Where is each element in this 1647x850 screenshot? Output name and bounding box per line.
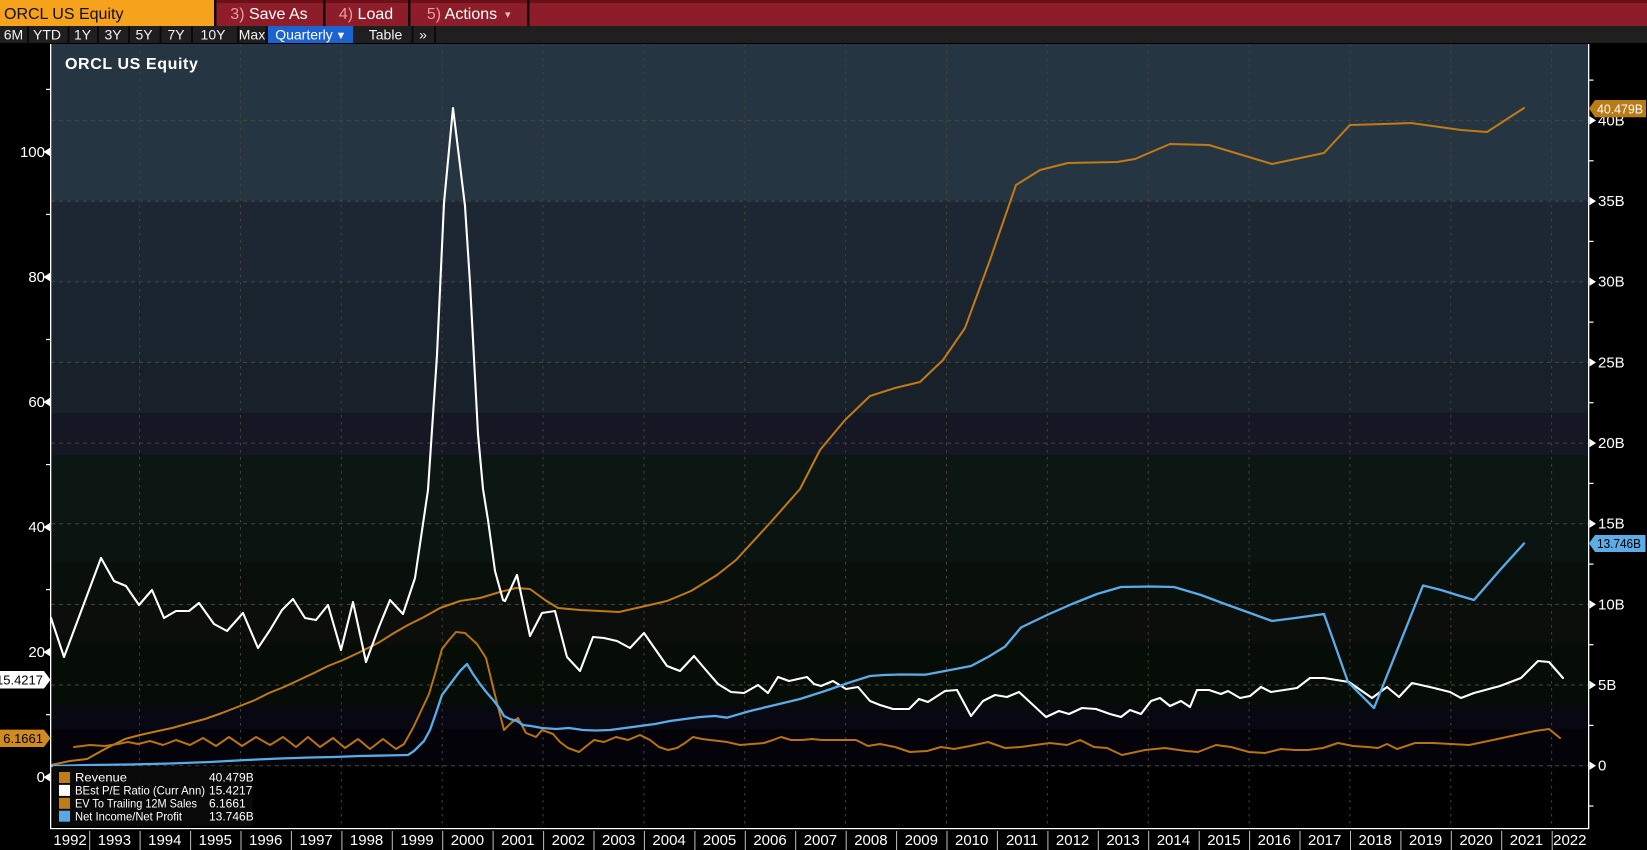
- svg-text:EV To Trailing 12M Sales: EV To Trailing 12M Sales: [75, 797, 197, 811]
- svg-text:1993: 1993: [98, 832, 131, 849]
- svg-text:2001: 2001: [501, 832, 534, 849]
- svg-text:BEst P/E Ratio (Curr Ann): BEst P/E Ratio (Curr Ann): [75, 784, 205, 798]
- svg-text:2012: 2012: [1056, 832, 1089, 849]
- svg-text:6.1661: 6.1661: [3, 731, 43, 746]
- svg-text:2022: 2022: [1553, 832, 1586, 849]
- svg-text:40: 40: [28, 519, 45, 536]
- svg-text:10B: 10B: [1598, 596, 1625, 613]
- svg-text:15.4217: 15.4217: [0, 673, 43, 688]
- svg-text:2021: 2021: [1510, 832, 1543, 849]
- svg-text:20: 20: [28, 644, 45, 661]
- svg-text:40.479B: 40.479B: [1597, 101, 1643, 116]
- svg-text:30B: 30B: [1598, 274, 1625, 291]
- svg-text:ORCL US Equity: ORCL US Equity: [4, 6, 123, 23]
- svg-text:Max: Max: [239, 27, 265, 43]
- svg-text:2007: 2007: [804, 832, 837, 849]
- svg-text:1Y: 1Y: [74, 27, 92, 43]
- svg-text:35B: 35B: [1598, 193, 1625, 210]
- svg-text:6M: 6M: [4, 27, 23, 43]
- svg-text:2014: 2014: [1157, 832, 1190, 849]
- svg-text:40.479B: 40.479B: [209, 771, 254, 785]
- svg-text:Net Income/Net Profit: Net Income/Net Profit: [75, 809, 183, 823]
- svg-text:13.746B: 13.746B: [1597, 536, 1641, 551]
- svg-text:5B: 5B: [1598, 677, 1616, 694]
- svg-text:60: 60: [28, 394, 45, 411]
- svg-text:1998: 1998: [350, 832, 383, 849]
- svg-text:2016: 2016: [1258, 832, 1291, 849]
- svg-text:»: »: [419, 27, 427, 43]
- svg-text:2004: 2004: [652, 832, 685, 849]
- svg-text:10Y: 10Y: [201, 27, 227, 43]
- svg-text:Quarterly: Quarterly: [275, 27, 333, 43]
- svg-text:1995: 1995: [199, 832, 232, 849]
- svg-text:15B: 15B: [1598, 516, 1625, 533]
- svg-text:7Y: 7Y: [167, 27, 185, 43]
- svg-text:1994: 1994: [148, 832, 181, 849]
- svg-text:20B: 20B: [1598, 435, 1625, 452]
- svg-text:80: 80: [28, 269, 45, 286]
- svg-text:2017: 2017: [1308, 832, 1341, 849]
- svg-text:2006: 2006: [753, 832, 786, 849]
- svg-text:2020: 2020: [1459, 832, 1492, 849]
- svg-text:6.1661: 6.1661: [209, 797, 246, 811]
- svg-text:3) Save As: 3) Save As: [230, 6, 307, 23]
- svg-text:2013: 2013: [1106, 832, 1139, 849]
- svg-text:Revenue: Revenue: [75, 771, 127, 785]
- svg-text:ORCL US Equity: ORCL US Equity: [65, 56, 198, 73]
- svg-text:2019: 2019: [1409, 832, 1442, 849]
- svg-text:2015: 2015: [1207, 832, 1240, 849]
- svg-text:1996: 1996: [249, 832, 282, 849]
- svg-text:100: 100: [20, 144, 45, 161]
- svg-text:YTD: YTD: [33, 27, 61, 43]
- svg-text:2008: 2008: [854, 832, 887, 849]
- svg-text:3Y: 3Y: [104, 27, 122, 43]
- svg-text:2018: 2018: [1359, 832, 1392, 849]
- svg-text:2011: 2011: [1006, 832, 1038, 849]
- svg-text:5) Actions: 5) Actions: [427, 6, 497, 23]
- svg-text:2009: 2009: [905, 832, 938, 849]
- svg-text:5Y: 5Y: [135, 27, 153, 43]
- svg-text:▾: ▾: [505, 9, 511, 21]
- svg-text:2002: 2002: [552, 832, 585, 849]
- svg-text:0: 0: [1598, 758, 1606, 775]
- svg-text:2005: 2005: [703, 832, 736, 849]
- svg-text:2003: 2003: [602, 832, 635, 849]
- svg-text:1992: 1992: [53, 832, 86, 849]
- svg-text:0: 0: [37, 769, 45, 786]
- svg-text:2010: 2010: [955, 832, 988, 849]
- svg-text:Table: Table: [369, 27, 403, 43]
- svg-text:15.4217: 15.4217: [209, 784, 253, 798]
- svg-text:1997: 1997: [299, 832, 332, 849]
- svg-text:1999: 1999: [400, 832, 433, 849]
- svg-text:2000: 2000: [451, 832, 484, 849]
- svg-text:25B: 25B: [1598, 354, 1625, 371]
- svg-text:4) Load: 4) Load: [339, 6, 393, 23]
- svg-text:▼: ▼: [336, 30, 347, 42]
- svg-text:13.746B: 13.746B: [209, 809, 254, 823]
